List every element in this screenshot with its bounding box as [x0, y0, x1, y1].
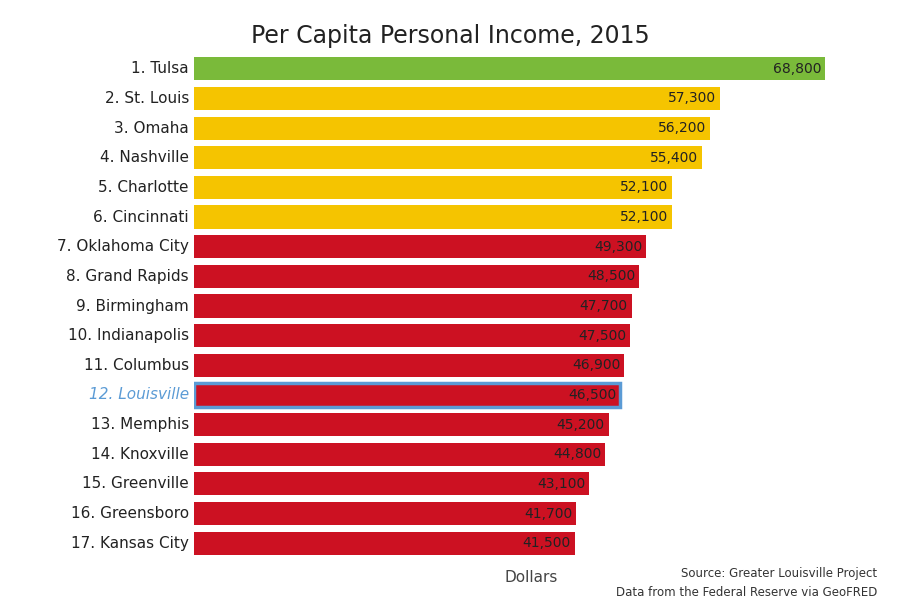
Text: 41,500: 41,500 — [523, 536, 571, 550]
Bar — [194, 354, 625, 377]
Text: 68,800: 68,800 — [773, 62, 822, 76]
Text: 1. Tulsa: 1. Tulsa — [131, 61, 189, 76]
Text: 52,100: 52,100 — [620, 181, 668, 194]
Text: 41,700: 41,700 — [525, 506, 572, 521]
Text: 52,100: 52,100 — [620, 210, 668, 224]
Text: 5. Charlotte: 5. Charlotte — [98, 180, 189, 195]
Text: 46,900: 46,900 — [572, 358, 620, 372]
Text: 56,200: 56,200 — [658, 121, 706, 135]
Text: 6. Cincinnati: 6. Cincinnati — [94, 209, 189, 224]
Bar — [194, 295, 632, 317]
Bar — [194, 413, 608, 436]
Text: 45,200: 45,200 — [557, 418, 605, 431]
Text: 16. Greensboro: 16. Greensboro — [71, 506, 189, 521]
Bar — [194, 383, 620, 407]
Text: 44,800: 44,800 — [553, 447, 601, 461]
Text: 14. Knoxville: 14. Knoxville — [91, 447, 189, 462]
Text: 43,100: 43,100 — [537, 477, 586, 491]
Text: 46,500: 46,500 — [569, 388, 616, 402]
Bar — [194, 205, 672, 229]
Bar — [194, 443, 605, 466]
Text: 2. St. Louis: 2. St. Louis — [104, 91, 189, 106]
Text: 47,700: 47,700 — [580, 299, 628, 313]
Text: 55,400: 55,400 — [651, 151, 698, 165]
Bar — [194, 502, 576, 525]
Text: Per Capita Personal Income, 2015: Per Capita Personal Income, 2015 — [250, 24, 650, 48]
Text: 7. Oklahoma City: 7. Oklahoma City — [57, 239, 189, 254]
Bar — [194, 176, 672, 199]
Bar — [194, 324, 630, 347]
Bar — [194, 265, 639, 288]
Text: 49,300: 49,300 — [594, 240, 643, 254]
Bar — [194, 532, 574, 555]
Text: 8. Grand Rapids: 8. Grand Rapids — [67, 269, 189, 284]
Text: 15. Greenville: 15. Greenville — [82, 476, 189, 491]
Text: 3. Omaha: 3. Omaha — [114, 121, 189, 136]
Text: 57,300: 57,300 — [668, 91, 716, 106]
Text: 12. Louisville: 12. Louisville — [89, 388, 189, 403]
Bar — [194, 87, 720, 110]
Bar — [194, 146, 702, 169]
Bar — [194, 472, 590, 496]
Text: 17. Kansas City: 17. Kansas City — [71, 536, 189, 551]
Text: Source: Greater Louisville Project
Data from the Federal Reserve via GeoFRED: Source: Greater Louisville Project Data … — [616, 568, 878, 599]
Text: 48,500: 48,500 — [587, 269, 635, 283]
Bar — [194, 116, 709, 140]
Text: 4. Nashville: 4. Nashville — [100, 150, 189, 165]
Text: 9. Birmingham: 9. Birmingham — [76, 298, 189, 313]
Bar — [194, 235, 646, 258]
Text: 10. Indianapolis: 10. Indianapolis — [68, 328, 189, 343]
Text: 47,500: 47,500 — [578, 329, 626, 343]
Text: 13. Memphis: 13. Memphis — [91, 417, 189, 432]
Text: 11. Columbus: 11. Columbus — [84, 358, 189, 373]
Bar — [194, 57, 825, 80]
Text: Dollars: Dollars — [504, 570, 558, 585]
